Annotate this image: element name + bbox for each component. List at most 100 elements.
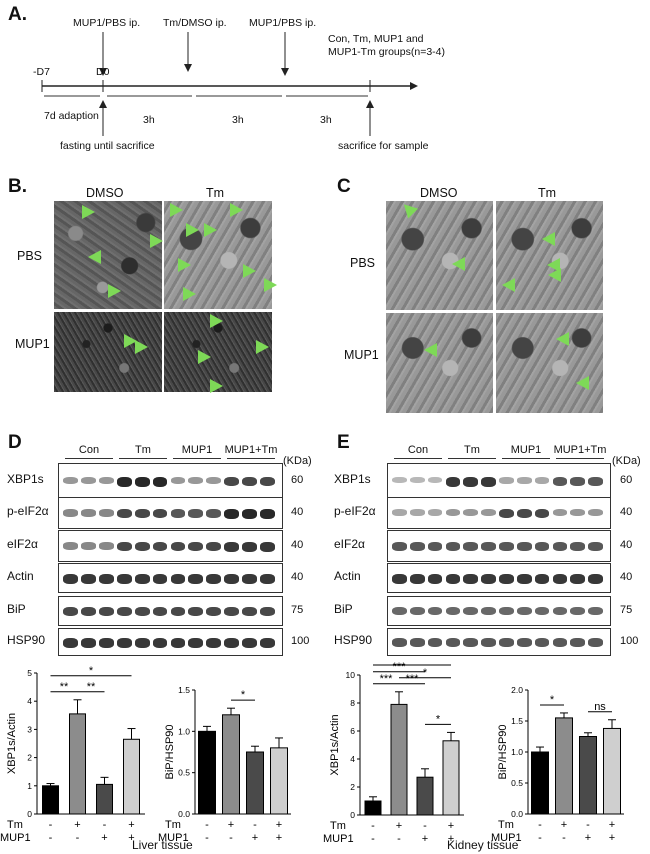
panel-c-row-pbs: PBS — [350, 256, 376, 270]
blot-band — [224, 638, 240, 648]
group-underline — [556, 458, 604, 459]
blot-band — [206, 574, 222, 584]
treatment-sign: - — [49, 832, 53, 844]
y-tick-label: 0 — [27, 809, 32, 819]
blot-band — [445, 509, 461, 517]
y-tick-label: 1.5 — [511, 716, 523, 726]
blot-strip-Actin — [58, 563, 283, 593]
significance-label: *** — [406, 673, 420, 685]
green-arrow-icon — [204, 223, 217, 237]
bar-Tm — [222, 714, 240, 815]
blot-band — [116, 574, 132, 584]
blot-band — [499, 574, 514, 584]
treatment-sign: - — [538, 832, 542, 844]
blot-band — [392, 477, 407, 484]
y-tick-label: 3 — [27, 724, 32, 734]
group-underline — [448, 458, 496, 459]
treatment-sign: + — [276, 832, 282, 844]
blot-band — [481, 509, 496, 517]
blot-band — [170, 574, 186, 584]
em-image-c-mup1-dmso — [386, 313, 493, 413]
blot-band — [170, 607, 186, 617]
blot-band — [445, 542, 461, 551]
green-arrow-icon — [576, 376, 589, 390]
y-axis-label: XBP1s/Actin — [6, 713, 18, 774]
blot-protein-label: eIF2α — [334, 537, 365, 551]
blot-band — [445, 574, 461, 584]
blot-strip-p-eIF2α — [58, 497, 283, 529]
blot-band — [242, 477, 258, 487]
blot-band — [134, 607, 150, 617]
treatment-label-tm: Tm — [498, 819, 514, 831]
blot-band — [409, 574, 425, 584]
blot-band — [392, 509, 407, 516]
bar-MUP1 — [579, 736, 597, 815]
y-tick-label: 4 — [350, 754, 355, 764]
blot-band — [409, 477, 425, 484]
blot-band — [188, 638, 204, 648]
group-label-panel_D-2: MUP1 — [181, 444, 213, 456]
blot-strip-BiP — [58, 596, 283, 626]
bar-MUP1 — [246, 751, 264, 815]
blot-strip-XBP1s — [58, 463, 283, 499]
blot-band — [552, 574, 568, 584]
treatment-sign: + — [422, 833, 428, 845]
kda-marker: 60 — [620, 474, 633, 486]
y-tick-label: 10 — [346, 670, 356, 680]
blot-protein-label: p-eIF2α — [334, 504, 376, 518]
blot-protein-label: eIF2α — [7, 537, 38, 551]
treatment-sign: - — [49, 819, 53, 831]
blot-band — [206, 607, 222, 617]
significance-label: * — [550, 694, 555, 706]
blot-band — [260, 477, 275, 487]
y-tick-label: 0.0 — [511, 809, 523, 819]
panel-c-col-tm: Tm — [538, 186, 557, 200]
treatment-label-tm: Tm — [330, 820, 346, 832]
blot-band — [392, 607, 407, 616]
blot-band — [224, 509, 240, 519]
kda-header: (KDa) — [612, 455, 641, 467]
blot-band — [134, 509, 150, 519]
significance-label: *** — [393, 661, 407, 673]
bar-MUP1+Tm — [123, 738, 140, 815]
blot-strip-p-eIF2α — [387, 497, 611, 529]
green-arrow-icon — [556, 332, 569, 346]
blot-band — [152, 638, 168, 648]
blot-band — [98, 638, 114, 648]
blot-band — [588, 607, 603, 616]
blot-band — [409, 607, 425, 616]
kda-marker: 75 — [620, 604, 633, 616]
label-day-0: D0 — [96, 66, 110, 78]
blot-strip-eIF2α — [58, 530, 283, 562]
treatment-sign: + — [609, 832, 615, 844]
blot-strip-HSP90 — [58, 628, 283, 656]
blot-band — [98, 509, 114, 517]
blot-band — [80, 574, 96, 584]
green-arrow-icon — [150, 234, 163, 248]
blot-band — [481, 574, 496, 584]
treatment-sign: - — [586, 819, 590, 831]
kda-marker: 75 — [291, 604, 304, 616]
blot-band — [463, 607, 479, 616]
blot-band — [152, 477, 168, 487]
blot-band — [481, 638, 496, 647]
blot-band — [516, 638, 532, 647]
significance-label: * — [436, 713, 441, 725]
group-underline — [173, 458, 221, 459]
label-3h-2: 3h — [232, 114, 244, 126]
em-image-c-pbs-dmso — [386, 201, 493, 310]
y-tick-label: 5 — [27, 668, 32, 678]
blot-band — [260, 574, 275, 584]
panel-b-col-tm: Tm — [206, 186, 225, 200]
blot-band — [445, 638, 461, 647]
panel-b-label: B. — [8, 176, 27, 197]
blot-band — [63, 509, 78, 517]
blot-band — [80, 509, 96, 517]
treatment-sign: + — [609, 819, 615, 831]
blot-band — [534, 509, 550, 519]
blot-band — [63, 638, 78, 648]
blot-band — [188, 574, 204, 584]
y-tick-label: 2 — [350, 782, 355, 792]
panel-b-row-mup1: MUP1 — [15, 337, 50, 351]
em-image-b-pbs-tm — [164, 201, 272, 309]
